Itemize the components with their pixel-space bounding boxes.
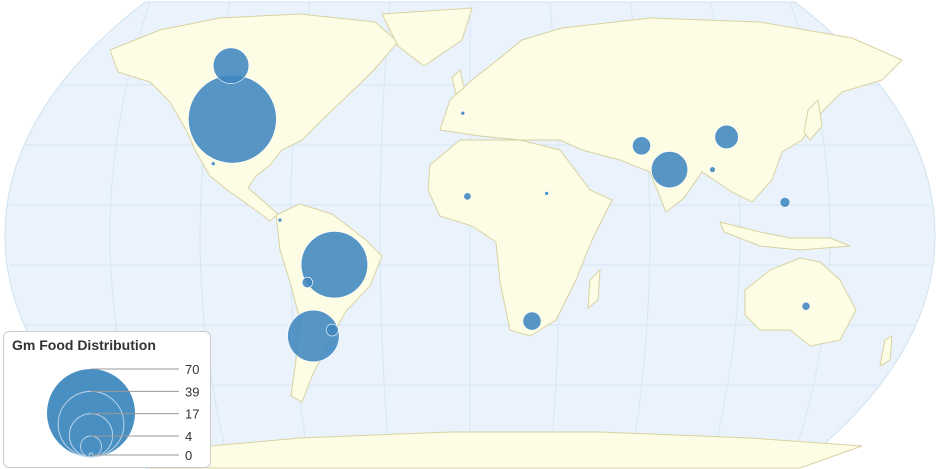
legend-bubbles: 70 39 17 4 0: [47, 362, 199, 463]
legend-label: 39: [185, 384, 199, 399]
bubble-spain[interactable]: Spain: 0.1: [460, 110, 466, 116]
bubble-myanmar[interactable]: Myanmar: 0.3: [709, 166, 716, 173]
bubble-australia[interactable]: Australia: 0.6: [801, 301, 811, 311]
bubble-argentina[interactable]: Argentina: 24: [287, 309, 340, 363]
bubbles: United States: 70 Brazil: 40 Argentina: 24…: [188, 47, 811, 363]
greenland: [381, 7, 473, 67]
bubble-canada[interactable]: Canada: 11.5: [212, 47, 250, 84]
uk: [451, 69, 465, 95]
bubble-india[interactable]: India: 12: [651, 151, 689, 189]
bubble-sudan[interactable]: Sudan: 0.1: [544, 191, 549, 196]
bubble-south-africa[interactable]: South Africa: 3: [522, 311, 542, 331]
bubble-burkina-faso[interactable]: Burkina Faso: 0.5: [463, 192, 472, 201]
bubble-china[interactable]: China: 5: [714, 124, 739, 150]
bubble-mexico[interactable]: Mexico: 0.1: [210, 161, 216, 166]
bubble-pakistan[interactable]: Pakistan: 3: [632, 136, 651, 156]
japan: [803, 98, 823, 141]
indonesia: [719, 221, 851, 251]
madagascar: [587, 268, 601, 310]
bubble-uruguay[interactable]: Uruguay: 1.3: [325, 323, 339, 337]
legend-label: 4: [185, 429, 192, 444]
legend-label: 17: [185, 407, 199, 422]
bubble-bolivia[interactable]: Bolivia: 1: [301, 276, 313, 289]
australia: [744, 257, 857, 347]
new-zealand: [879, 335, 893, 368]
antarctica: [149, 431, 863, 469]
bubble-united-states[interactable]: United States: 70: [188, 74, 277, 164]
legend-label: 0: [185, 448, 192, 463]
bubble-philippines[interactable]: Philippines: 0.9: [779, 197, 791, 208]
eurasia: [439, 17, 903, 213]
legend-title: Gm Food Distribution: [12, 337, 156, 353]
bubble-brazil[interactable]: Brazil: 40: [300, 231, 368, 299]
africa: [427, 139, 613, 337]
legend-label: 70: [185, 362, 199, 377]
bubble-colombia[interactable]: Colombia: 0.1: [277, 217, 283, 223]
legend: Gm Food Distribution 70 39 17 4 0: [3, 331, 211, 468]
